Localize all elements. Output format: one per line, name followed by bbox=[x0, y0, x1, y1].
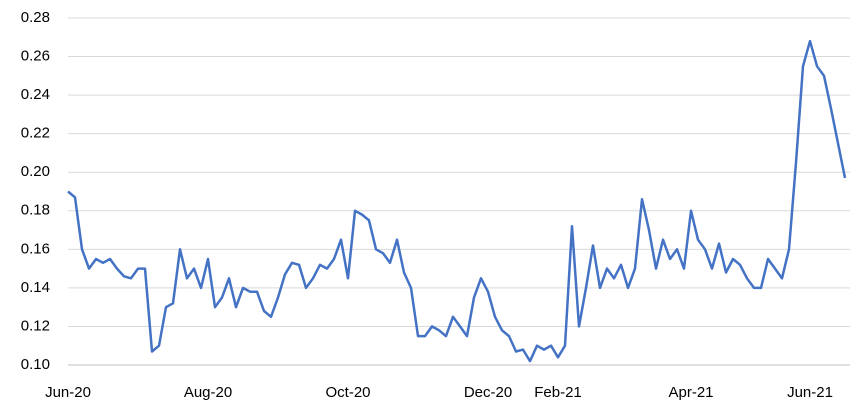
y-tick-label: 0.16 bbox=[21, 240, 50, 257]
y-tick-label: 0.14 bbox=[21, 279, 50, 296]
y-tick-label: 0.26 bbox=[21, 48, 50, 65]
x-tick-label: Dec-20 bbox=[464, 384, 512, 401]
x-tick-label: Jun-20 bbox=[45, 384, 91, 401]
x-tick-label: Jun-21 bbox=[787, 384, 833, 401]
y-tick-label: 0.20 bbox=[21, 163, 50, 180]
y-tick-label: 0.18 bbox=[21, 202, 50, 219]
x-tick-label: Feb-21 bbox=[534, 384, 582, 401]
data-line bbox=[67, 39, 847, 363]
y-tick-label: 0.10 bbox=[21, 356, 50, 373]
y-tick-label: 0.12 bbox=[21, 317, 50, 334]
y-tick-label: 0.22 bbox=[21, 125, 50, 142]
x-tick-label: Oct-20 bbox=[325, 384, 370, 401]
y-tick-label: 0.24 bbox=[21, 86, 50, 103]
x-tick-label: Apr-21 bbox=[668, 384, 713, 401]
y-tick-label: 0.28 bbox=[21, 9, 50, 26]
x-tick-label: Aug-20 bbox=[184, 384, 232, 401]
